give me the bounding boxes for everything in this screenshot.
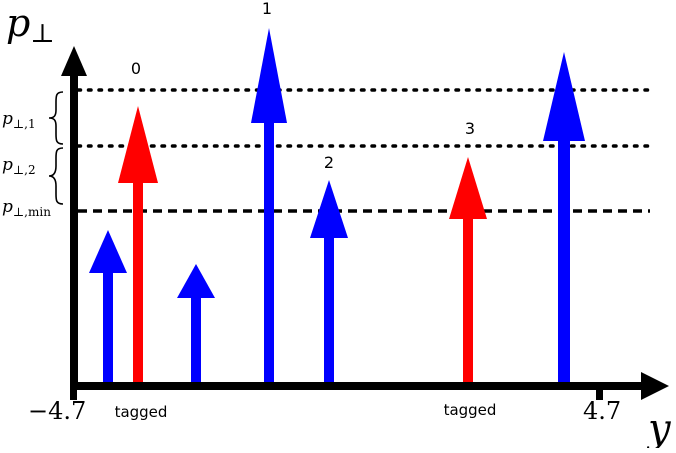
x-axis-arrowhead xyxy=(641,372,669,400)
y-axis-arrowhead xyxy=(61,46,87,76)
particle-arrow-c xyxy=(543,52,585,384)
tagged-label-3: tagged xyxy=(444,401,497,419)
x-tick-min xyxy=(70,388,77,400)
threshold-label-p1: p⊥,1 xyxy=(2,109,36,131)
brace-p2 xyxy=(48,147,64,205)
brace-p1 xyxy=(48,91,64,145)
y-axis xyxy=(70,72,78,390)
threshold-label-pmin: p⊥,min xyxy=(2,197,51,219)
particle-arrow-a xyxy=(89,230,127,384)
y-axis-title: p⊥ xyxy=(6,1,55,49)
x-tick-max xyxy=(596,388,603,400)
x-min-tick-label: −4.7 xyxy=(28,397,86,425)
x-axis-title: y xyxy=(646,406,672,448)
x-axis xyxy=(70,382,648,390)
particle-label-0: 0 xyxy=(131,59,141,78)
particle-label-2: 2 xyxy=(324,153,334,172)
tagged-label-0: tagged xyxy=(115,403,168,421)
particle-arrow-b xyxy=(177,264,215,384)
particle-arrow-1 xyxy=(251,28,287,384)
particle-arrow-2 xyxy=(310,180,348,384)
threshold-label-p2: p⊥,2 xyxy=(2,155,36,177)
particle-arrow-3 xyxy=(449,157,487,384)
x-max-tick-label: 4.7 xyxy=(583,397,621,425)
particle-arrow-0 xyxy=(118,106,158,384)
particle-label-1: 1 xyxy=(262,0,272,18)
particle-label-3: 3 xyxy=(465,119,475,138)
